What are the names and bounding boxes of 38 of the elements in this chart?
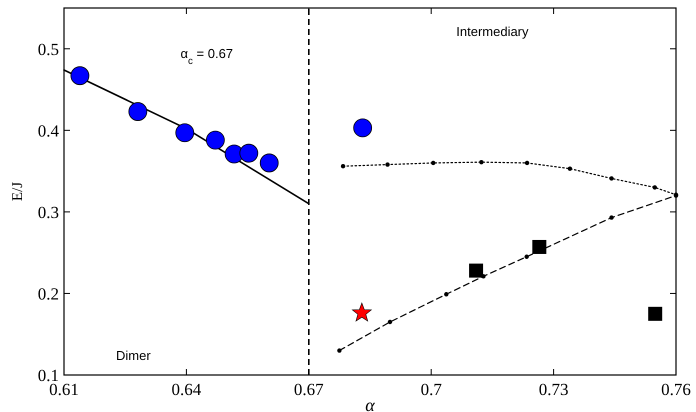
point	[609, 215, 614, 220]
point	[128, 102, 148, 121]
point	[444, 292, 448, 296]
point	[239, 144, 258, 163]
point	[568, 166, 572, 171]
x-tick-label: 0.67	[294, 380, 324, 399]
point	[524, 160, 530, 166]
point	[532, 240, 546, 254]
annotation: Intermediary	[456, 24, 530, 39]
x-axis-title: α	[365, 395, 376, 412]
y-axis-title: E/J	[10, 182, 26, 202]
point	[431, 160, 436, 166]
annotation: Dimer	[116, 348, 152, 363]
point	[652, 185, 657, 190]
x-tick-label: 0.64	[172, 380, 202, 399]
point	[70, 66, 90, 86]
point	[340, 164, 346, 168]
x-tick-label: 0.73	[538, 380, 568, 399]
point	[524, 254, 529, 259]
point	[353, 118, 372, 138]
point	[260, 154, 279, 172]
y-tick-label: 0.2	[38, 284, 59, 304]
annotation: α$_{c}$ = 0.67	[180, 46, 234, 66]
point	[469, 264, 484, 278]
point	[388, 320, 392, 324]
point	[385, 162, 390, 167]
y-tick-label: 0.4	[38, 121, 60, 140]
y-tick-label: 0.5	[38, 40, 59, 59]
point	[479, 160, 484, 164]
x-tick-label: 0.76	[661, 380, 691, 399]
point	[648, 306, 662, 321]
x-tick-label: 0.7	[420, 380, 442, 399]
point	[175, 123, 194, 142]
point	[609, 176, 614, 181]
point	[352, 302, 372, 322]
point	[337, 348, 342, 353]
point	[206, 130, 225, 150]
y-tick-label: 0.3	[38, 202, 59, 222]
